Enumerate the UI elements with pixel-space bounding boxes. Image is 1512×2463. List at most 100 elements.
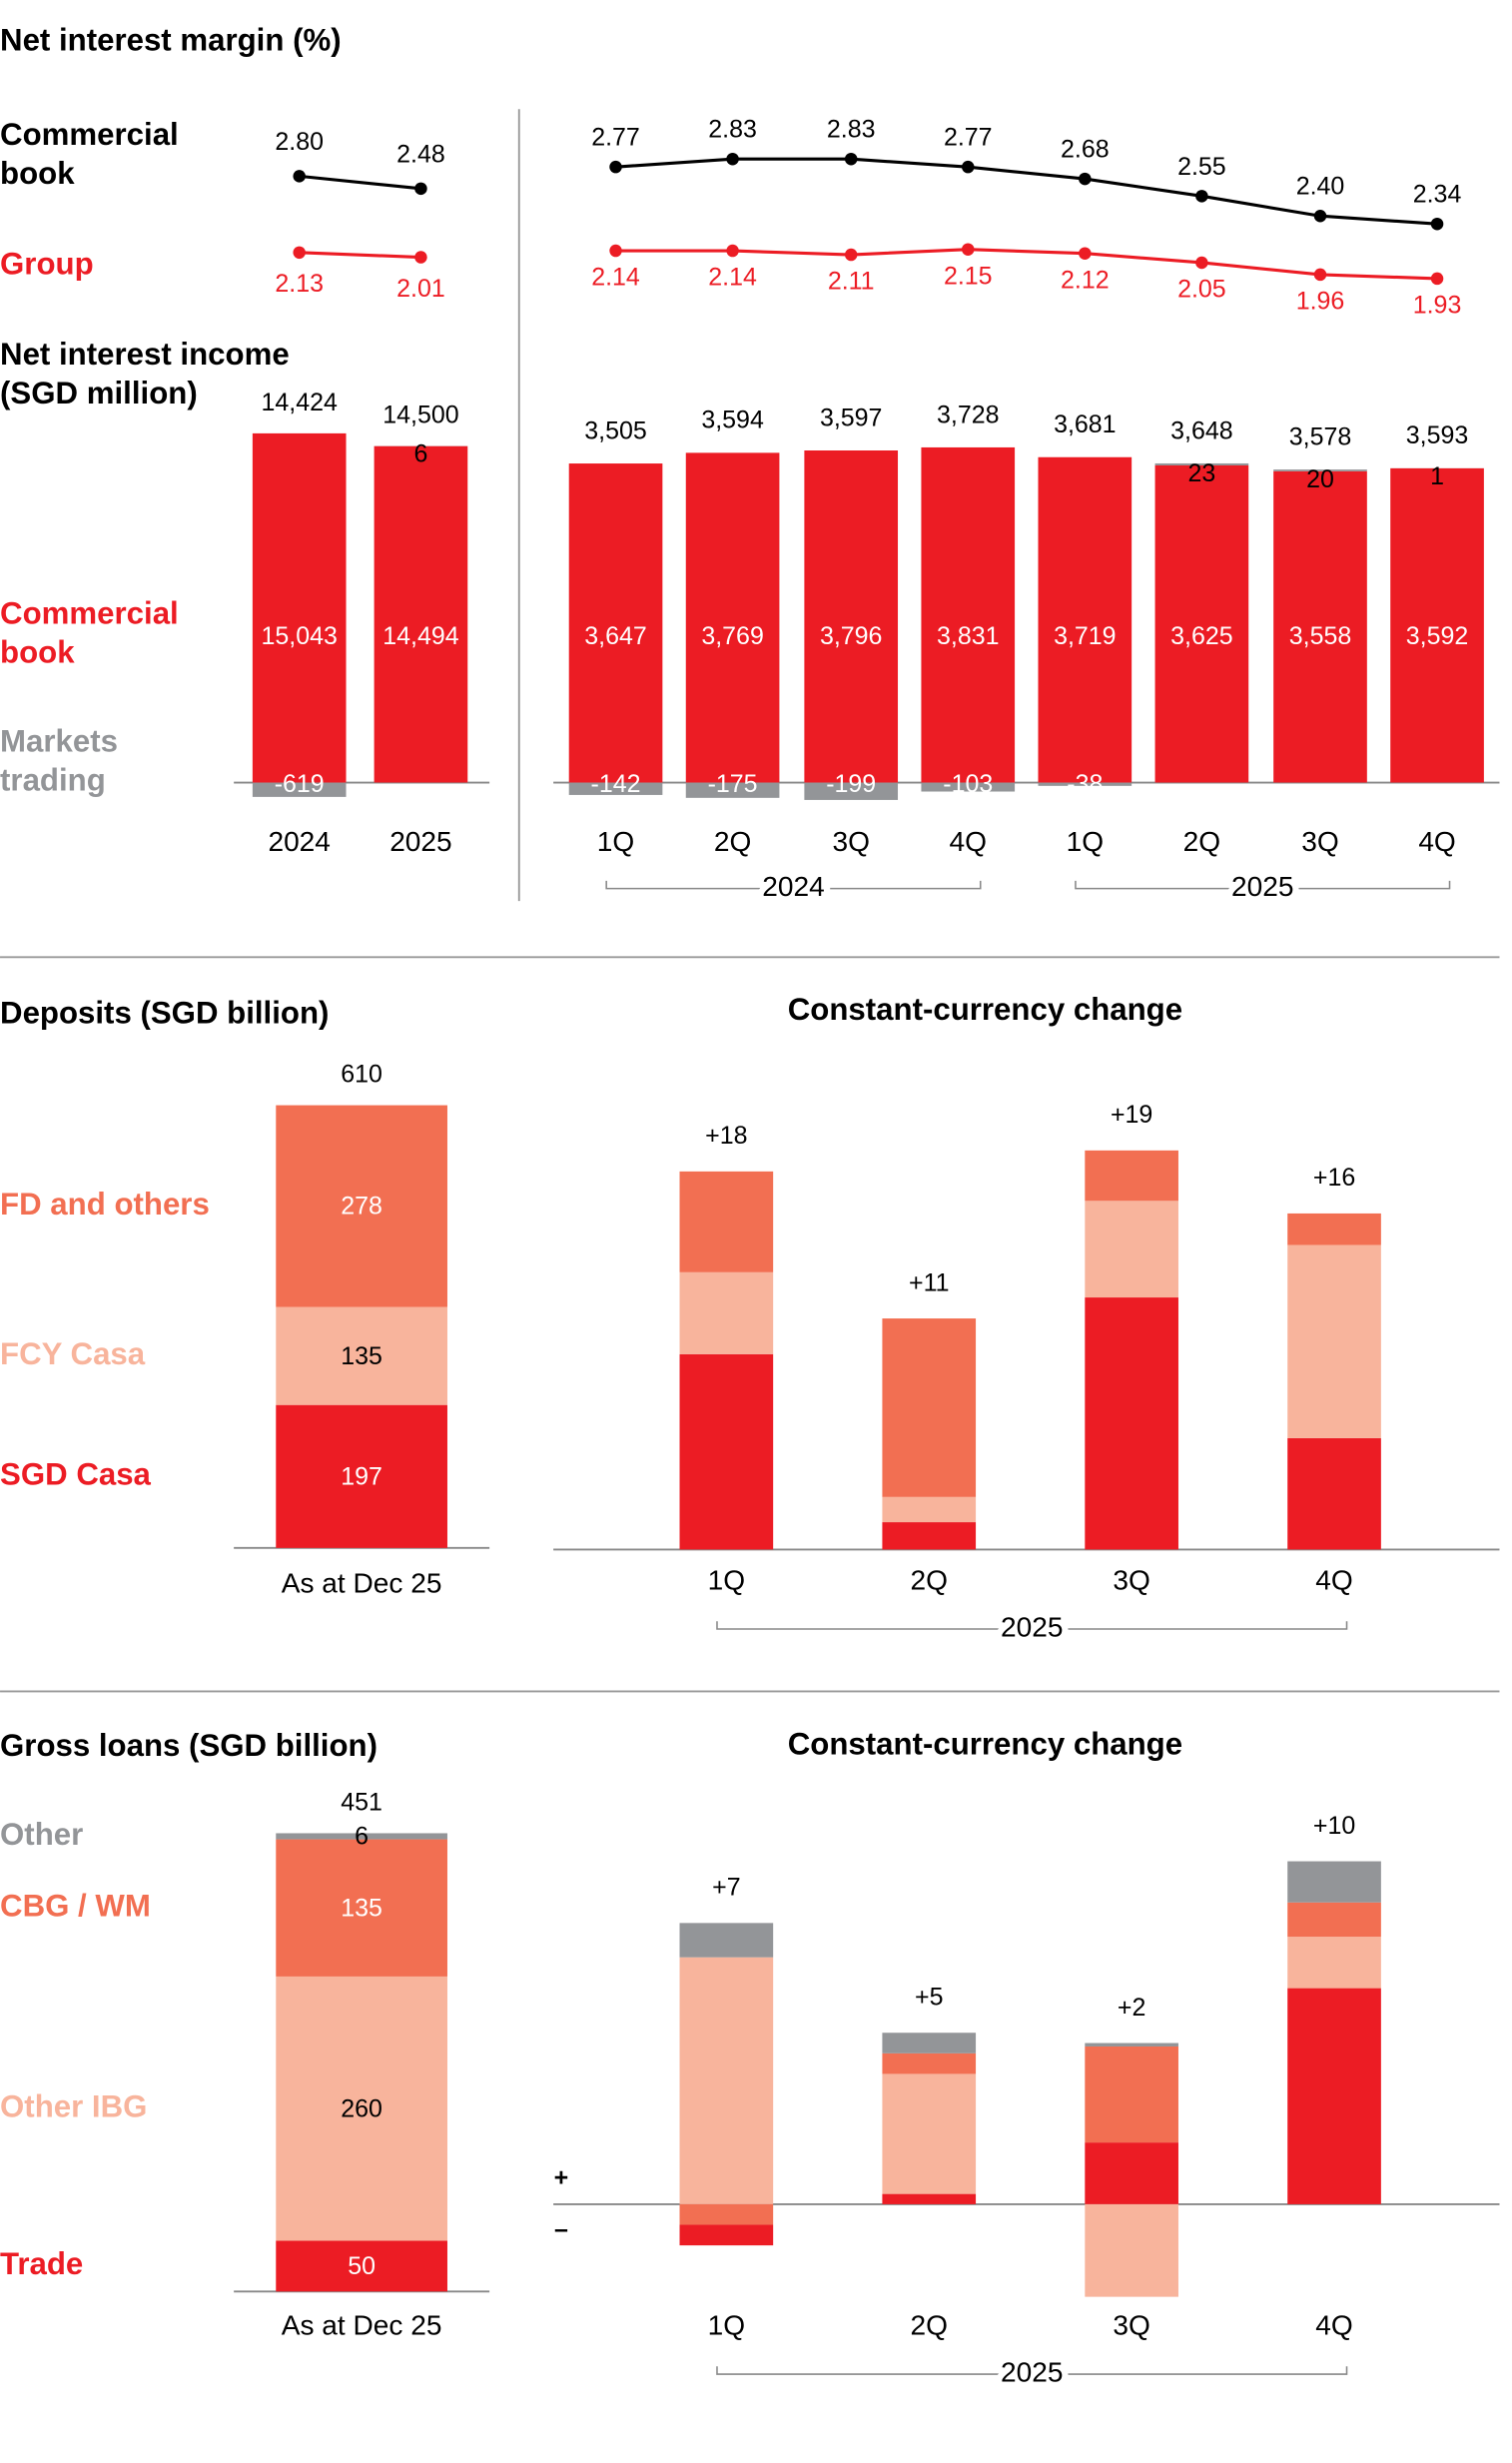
bar-segment — [882, 2193, 977, 2204]
bar-segment — [276, 1839, 447, 1977]
segment-label: 197 — [341, 1462, 382, 1490]
x-tick-label: 2024 — [268, 826, 330, 857]
segment-label: 50 — [348, 2252, 376, 2280]
data-label: 2.77 — [944, 124, 993, 152]
total-label: +11 — [909, 1268, 950, 1296]
bar-segment — [276, 2240, 447, 2292]
x-tick-label: 1Q — [708, 2310, 745, 2341]
segment-label: 14,494 — [382, 622, 458, 650]
dot — [293, 170, 306, 183]
dot — [726, 244, 739, 258]
total-label: +19 — [1111, 1101, 1152, 1129]
chart-title: Gross loans (SGD billion) — [0, 1728, 378, 1763]
bar-segment — [882, 2033, 977, 2053]
dot — [1195, 190, 1208, 203]
bar-segment — [1287, 1902, 1381, 1938]
segment-label: 3,558 — [1289, 622, 1351, 650]
bar-segment — [1085, 1297, 1178, 1550]
legend-label-box: Group — [0, 248, 94, 282]
x-tick-label: 2Q — [911, 2310, 948, 2341]
axis-sign: – — [554, 2215, 568, 2243]
line — [299, 251, 421, 260]
bar-segment — [804, 782, 899, 800]
total-label: 3,728 — [937, 401, 999, 428]
total-label: 3,505 — [584, 416, 646, 444]
segment-label: 260 — [341, 2094, 382, 2122]
dot — [1195, 256, 1208, 270]
bar-segment — [252, 432, 347, 783]
bar-segment — [1085, 1201, 1178, 1298]
segment-label: 3,719 — [1054, 622, 1116, 650]
x-tick-label: 4Q — [950, 826, 987, 857]
legend-label: Markets trading — [0, 724, 119, 799]
chart-title: Net interest income (SGD million) — [0, 338, 290, 412]
segment-label: 3,831 — [937, 622, 999, 650]
legend-label: Commercial book — [0, 118, 179, 192]
x-tick-label: 3Q — [832, 826, 869, 857]
bar-segment — [1287, 1437, 1381, 1550]
dot — [414, 182, 427, 196]
segment-label: -199 — [826, 770, 876, 798]
group-bracket — [716, 2366, 1348, 2375]
bar-segment — [1287, 1988, 1381, 2204]
x-tick-label: As at Dec 25 — [282, 1568, 442, 1599]
legend-label: Trade — [0, 2246, 83, 2281]
bar-segment — [882, 1522, 977, 1550]
line — [615, 248, 1438, 281]
dot — [1430, 272, 1444, 286]
segment-label: 3,592 — [1406, 622, 1468, 650]
group-bracket — [605, 880, 982, 890]
segment-label: 3,796 — [820, 622, 882, 650]
data-label: 2.14 — [708, 264, 757, 292]
bar-segment — [921, 446, 1016, 783]
total-label: +10 — [1313, 1812, 1355, 1840]
legend-label: Other — [0, 1817, 83, 1852]
total-label: 3,597 — [820, 404, 882, 431]
dot — [962, 160, 975, 174]
segment-label: 20 — [1306, 465, 1334, 493]
group-bracket — [1075, 880, 1451, 890]
total-label: +7 — [712, 1874, 740, 1902]
bar-segment — [1154, 462, 1249, 465]
x-tick-label: 2Q — [911, 1565, 948, 1596]
total-label: 14,424 — [262, 389, 338, 416]
bar-segment — [679, 2224, 774, 2246]
chart-title: Constant-currency change — [788, 1726, 1182, 1761]
data-label: 2.48 — [396, 141, 445, 169]
data-label: 2.12 — [1061, 266, 1110, 294]
segment-label: 135 — [341, 1894, 382, 1922]
x-tick-label: 3Q — [1301, 826, 1338, 857]
line — [615, 157, 1438, 226]
axis-sign: + — [554, 2164, 569, 2192]
data-label: 2.83 — [708, 116, 757, 144]
segment-label: -619 — [275, 770, 325, 798]
bar-segment — [1390, 467, 1484, 783]
bar-segment — [921, 782, 1016, 792]
bar-segment — [882, 2052, 977, 2074]
dot — [844, 152, 858, 166]
total-label: 3,593 — [1406, 421, 1468, 449]
data-label: 2.11 — [828, 268, 875, 296]
segment-label: 3,769 — [701, 622, 763, 650]
data-label: 2.40 — [1296, 173, 1345, 201]
segment-label: -142 — [591, 770, 641, 798]
bar-segment — [1287, 1861, 1381, 1903]
bar-segment — [679, 1957, 774, 2204]
dot — [1430, 217, 1444, 231]
legend-label: SGD Casa — [0, 1457, 152, 1492]
total-label: +18 — [705, 1122, 747, 1150]
bar-segment — [685, 782, 780, 798]
segment-label: 15,043 — [262, 622, 338, 650]
bar-segment — [1287, 1213, 1381, 1245]
data-label: 2.77 — [591, 124, 640, 152]
segment-label: -175 — [708, 770, 758, 798]
bar-segment — [276, 1976, 447, 2241]
data-label: 2.01 — [396, 275, 445, 303]
bar-segment — [1273, 469, 1367, 471]
bar-segment — [1287, 1937, 1381, 1989]
bar-segment — [679, 2203, 774, 2225]
x-tick-label: 2Q — [714, 826, 751, 857]
bar-segment — [568, 463, 663, 783]
segment-label: 6 — [355, 1823, 369, 1851]
segment-label: 6 — [413, 440, 427, 468]
